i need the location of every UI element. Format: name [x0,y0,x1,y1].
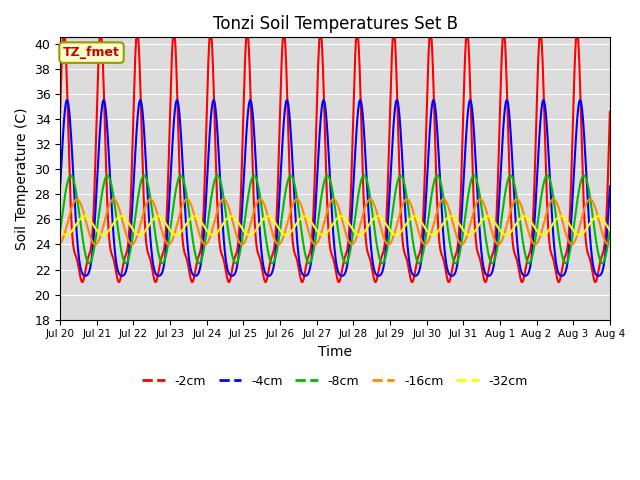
-8cm [67,172,75,178]
-4cm [63,97,71,103]
-16cm [495,241,502,247]
-8cm [56,228,64,234]
-16cm [605,241,612,247]
-32cm [573,231,580,237]
-32cm [210,232,218,238]
-32cm [557,213,565,219]
-2cm [495,146,502,152]
Line: -32cm: -32cm [60,216,610,235]
-2cm [573,29,580,35]
-4cm [557,273,565,279]
-4cm [495,203,502,209]
-4cm [56,183,64,189]
-2cm [363,246,371,252]
-16cm [56,241,64,247]
-32cm [594,213,602,219]
-2cm [60,28,68,34]
-16cm [606,241,614,247]
Y-axis label: Soil Temperature (C): Soil Temperature (C) [15,108,29,250]
-4cm [595,273,602,279]
-8cm [351,216,359,221]
-8cm [598,260,606,266]
-4cm [351,153,359,158]
-4cm [573,122,580,128]
-32cm [351,229,359,235]
Text: TZ_fmet: TZ_fmet [63,46,120,59]
Line: -8cm: -8cm [60,175,610,263]
Legend: -2cm, -4cm, -8cm, -16cm, -32cm: -2cm, -4cm, -8cm, -16cm, -32cm [137,370,533,393]
Line: -16cm: -16cm [60,199,610,244]
-32cm [606,228,614,233]
-4cm [606,183,614,189]
-32cm [495,226,502,232]
-16cm [557,215,565,221]
-2cm [56,109,64,115]
-2cm [351,57,359,63]
-8cm [363,178,371,184]
-2cm [210,85,218,91]
-8cm [495,235,502,241]
-16cm [210,222,218,228]
Title: Tonzi Soil Temperatures Set B: Tonzi Soil Temperatures Set B [212,15,458,33]
-4cm [210,97,218,103]
-2cm [606,109,614,115]
-16cm [351,238,359,244]
-2cm [591,279,599,285]
-32cm [63,232,70,238]
-32cm [363,225,371,231]
-2cm [557,270,565,276]
-16cm [363,200,371,205]
-8cm [573,202,580,207]
-32cm [56,228,64,233]
-8cm [210,181,218,187]
Line: -4cm: -4cm [60,100,610,276]
-16cm [73,196,81,202]
-16cm [573,234,580,240]
Line: -2cm: -2cm [60,31,610,282]
-8cm [557,250,565,256]
-8cm [606,228,614,234]
X-axis label: Time: Time [318,345,352,359]
-4cm [363,181,371,187]
